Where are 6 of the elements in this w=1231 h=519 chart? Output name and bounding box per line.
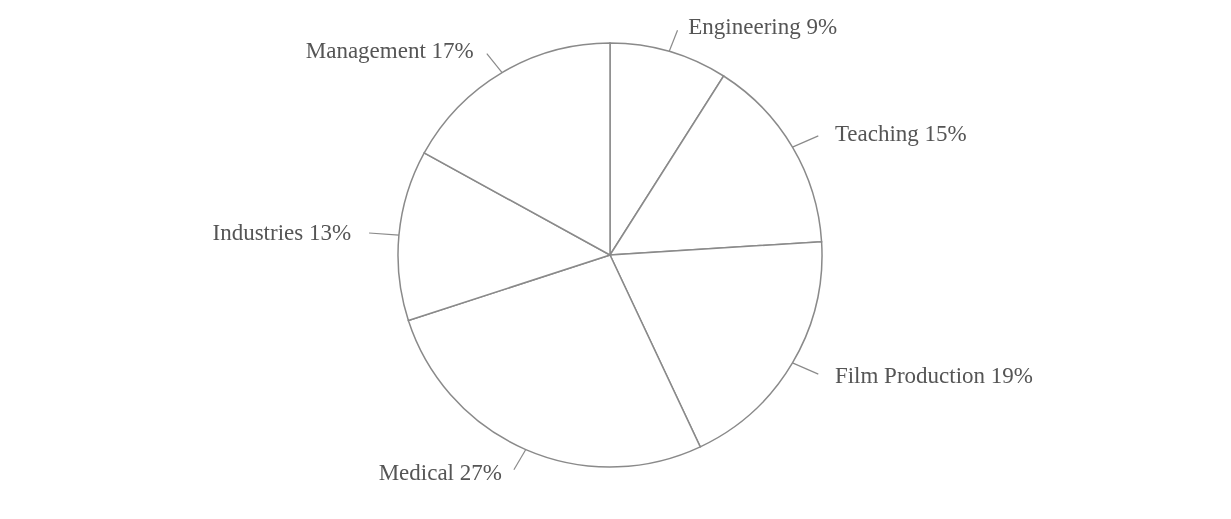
slice-label: Medical 27%: [378, 459, 502, 485]
slice-label: Teaching 15%: [834, 121, 967, 147]
slice-label: Film Production 19%: [834, 362, 1033, 388]
slice-label: Engineering 9%: [688, 14, 838, 40]
slice-label: Industries 13%: [212, 219, 352, 245]
slice-label: Management 17%: [305, 38, 474, 63]
